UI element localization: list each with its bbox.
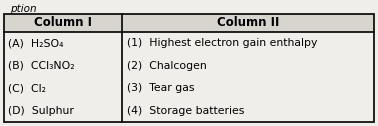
Text: (2)  Chalcogen: (2) Chalcogen [127, 61, 207, 71]
Bar [4, 14, 374, 122]
Text: (1)  Highest electron gain enthalpy: (1) Highest electron gain enthalpy [127, 38, 318, 48]
Text: (A)  H₂SO₄: (A) H₂SO₄ [8, 38, 64, 48]
Bar [4, 14, 374, 32]
Text: (B)  CCl₃NO₂: (B) CCl₃NO₂ [8, 61, 74, 71]
Text: ption: ption [10, 4, 37, 14]
Text: (C)  Cl₂: (C) Cl₂ [8, 83, 46, 93]
Text: (D)  Sulphur: (D) Sulphur [8, 106, 74, 116]
Text: (3)  Tear gas: (3) Tear gas [127, 83, 195, 93]
Text: Column I: Column I [34, 17, 92, 29]
Bar [4, 32, 374, 122]
Text: (4)  Storage batteries: (4) Storage batteries [127, 106, 245, 116]
Text: Column II: Column II [217, 17, 279, 29]
